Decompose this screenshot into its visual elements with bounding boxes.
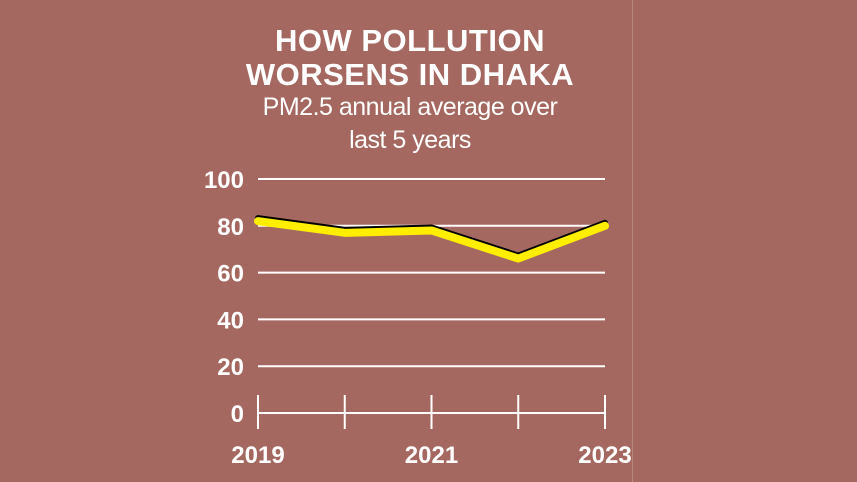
x-tick-label-2023: 2023 [578, 442, 631, 469]
y-tick-label-100: 100 [204, 167, 244, 194]
chart-subtitle-line-2: last 5 years [349, 126, 471, 154]
y-tick-label-60: 60 [217, 261, 244, 288]
series-line-shadow-0 [255, 215, 608, 259]
x-tick-label-2021: 2021 [405, 442, 458, 469]
chart-subtitle-line-1: PM2.5 annual average over [262, 93, 558, 121]
data-point-2022 [517, 258, 519, 260]
chart-title-line-1: HOW POLLUTION [275, 23, 545, 58]
y-tick-label-80: 80 [217, 214, 244, 241]
y-tick-label-0: 0 [231, 401, 244, 428]
data-point-2020 [344, 232, 346, 234]
y-tick-label-40: 40 [217, 307, 244, 334]
data-point-2019 [257, 220, 259, 222]
panel-divider [632, 0, 633, 482]
data-point-2021 [431, 229, 432, 231]
x-tick-label-2019: 2019 [231, 442, 284, 469]
data-point-2023 [604, 225, 606, 227]
chart-title-line-2: WORSENS IN DHAKA [245, 57, 575, 92]
y-tick-label-20: 20 [217, 354, 244, 381]
